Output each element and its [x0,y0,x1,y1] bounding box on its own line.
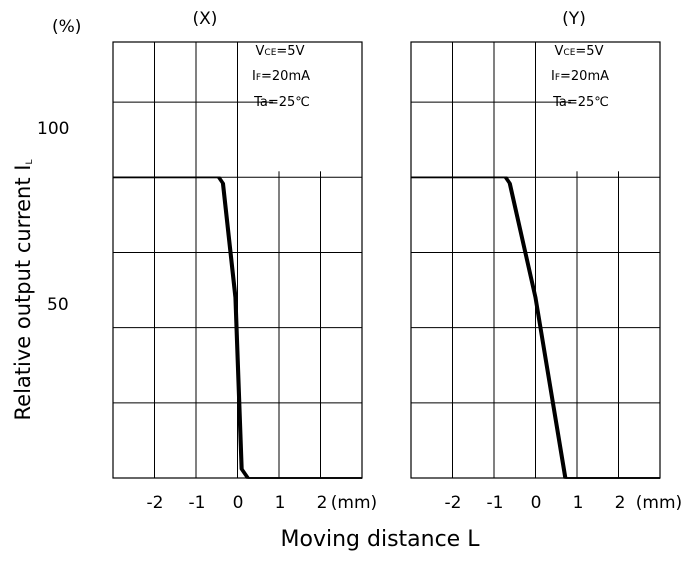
y-axis-title: Relative output current IL [11,160,35,421]
x-tick-label: 2 [317,493,328,513]
condition-vce-sub: CE [563,48,575,58]
condition-ta: Ta=25℃ [253,95,310,110]
y-tick-label-100: 100 [37,119,69,139]
condition-if-value: =20mA [261,69,310,84]
conditions-box [571,42,660,172]
conditions-annotation-x: VCE=5V IF=20mA Ta=25℃ [252,44,310,110]
series-line [411,176,660,479]
condition-vce-value: =5V [575,44,603,59]
x-tick-label: -1 [189,493,206,513]
y-axis-title-main: Relative output current [11,177,35,420]
x-tick-label: -2 [445,493,462,513]
x-tick-label: -1 [487,493,504,513]
x-tick-label: -2 [147,493,164,513]
conditions-annotation-y: VCE=5V IF=20mA Ta=25℃ [551,44,609,110]
condition-vce-main: V [555,44,564,59]
condition-vce-sub: CE [264,48,276,58]
x-tick-label: 2 [615,493,626,513]
condition-vce-value: =5V [276,44,304,59]
condition-vce: VCE=5V [555,44,604,59]
x-unit-label: (mm) [636,493,682,513]
plot-panels [112,41,661,479]
condition-if-main: I [252,69,256,84]
y-unit-label: (%) [52,17,81,37]
x-tick-label: 0 [531,493,542,513]
condition-if-main: I [551,69,555,84]
plot-frame [410,41,661,479]
panel-y-title: (Y) [562,9,586,29]
y-axis-title-symbol: I [11,165,35,171]
x-axis-title: Moving distance L [281,527,481,552]
plot-frame [112,41,363,479]
plot-panel [410,41,661,479]
condition-if: IF=20mA [252,69,310,84]
x-tick-label: 0 [233,493,244,513]
series-line [113,176,362,479]
x-tick-label: 1 [275,493,286,513]
y-tick-label-50: 50 [47,295,69,315]
plot-panel [112,41,363,479]
panel-x-title: (X) [193,9,218,29]
condition-if: IF=20mA [551,69,609,84]
condition-if-value: =20mA [560,69,609,84]
condition-vce: VCE=5V [256,44,305,59]
condition-vce-main: V [256,44,265,59]
x-tick-label: 1 [573,493,584,513]
condition-if-sub: F [555,73,560,83]
condition-if-sub: F [256,73,261,83]
y-axis-title-symbol-sub: L [25,160,35,165]
condition-ta: Ta=25℃ [552,95,609,110]
conditions-box [273,42,362,172]
x-unit-label: (mm) [331,493,377,513]
